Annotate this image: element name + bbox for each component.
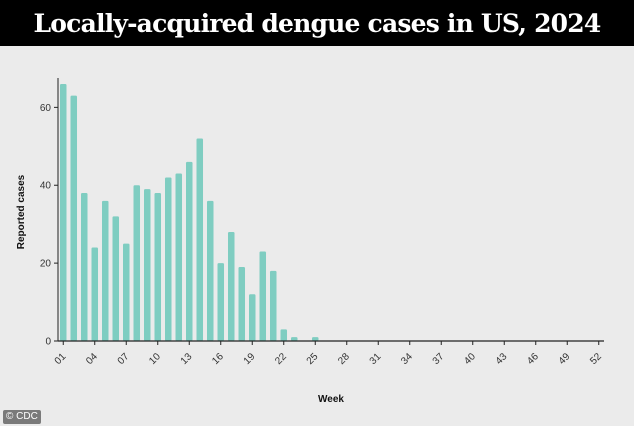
x-tick-label-25: 25 xyxy=(305,351,321,367)
y-tick-label-60: 60 xyxy=(40,103,52,114)
bar-week-15 xyxy=(207,200,214,341)
bar-week-09 xyxy=(144,189,151,341)
chart-title: Locally-acquired dengue cases in US, 202… xyxy=(33,8,602,38)
x-tick-label-16: 16 xyxy=(210,351,226,367)
bar-week-06 xyxy=(112,216,120,341)
y-tick-label-40: 40 xyxy=(40,181,52,192)
x-tick-label-01: 01 xyxy=(53,351,69,367)
bar-week-02 xyxy=(70,95,78,342)
y-tick-label-20: 20 xyxy=(40,259,52,270)
y-tick-label-0: 0 xyxy=(45,337,51,348)
x-tick-label-22: 22 xyxy=(273,351,289,367)
x-tick-label-49: 49 xyxy=(557,351,573,367)
dengue-bar-chart: 0 20 40 60 01 04 07 10 13 16 19 22 25 28 31 34 37 40 43 46 4… xyxy=(16,78,604,405)
bar-week-01 xyxy=(59,84,67,341)
bar-week-12 xyxy=(175,173,183,341)
x-axis-label: Week xyxy=(318,394,344,405)
bar-week-19 xyxy=(249,294,256,341)
x-tick-label-40: 40 xyxy=(462,351,478,367)
bar-week-11 xyxy=(165,177,172,341)
x-tick-label-37: 37 xyxy=(431,351,447,367)
x-tick-label-13: 13 xyxy=(179,351,195,367)
x-tick-label-10: 10 xyxy=(147,351,163,367)
bar-week-22 xyxy=(280,329,288,341)
bar-week-18 xyxy=(238,267,246,341)
x-tick-label-07: 07 xyxy=(116,351,132,367)
bar-week-08 xyxy=(133,185,141,341)
x-tick-label-28: 28 xyxy=(336,351,352,367)
bar-week-17 xyxy=(228,231,235,341)
bar-week-23 xyxy=(291,337,298,341)
bar-week-16 xyxy=(217,263,225,341)
image-credit: © CDC xyxy=(3,410,41,424)
bar-week-25 xyxy=(312,337,319,341)
bar-week-05 xyxy=(102,200,109,341)
x-tick-label-34: 34 xyxy=(399,351,415,367)
bar-week-21 xyxy=(270,270,277,341)
x-tick-label-46: 46 xyxy=(525,351,541,367)
bar-week-20 xyxy=(259,251,267,341)
bar-week-13 xyxy=(186,161,193,341)
x-tick-label-31: 31 xyxy=(368,351,384,367)
y-axis-label: Reported cases xyxy=(16,174,27,249)
bar-week-14 xyxy=(196,138,204,341)
title-bar: Locally-acquired dengue cases in US, 202… xyxy=(0,0,634,46)
bar-week-03 xyxy=(81,193,88,341)
x-tick-label-52: 52 xyxy=(588,351,604,367)
bar-week-04 xyxy=(91,247,99,341)
bar-week-07 xyxy=(123,243,130,341)
x-tick-label-04: 04 xyxy=(84,351,100,367)
x-tick-label-19: 19 xyxy=(242,351,258,367)
bar-week-10 xyxy=(154,193,162,341)
x-tick-label-43: 43 xyxy=(494,351,510,367)
